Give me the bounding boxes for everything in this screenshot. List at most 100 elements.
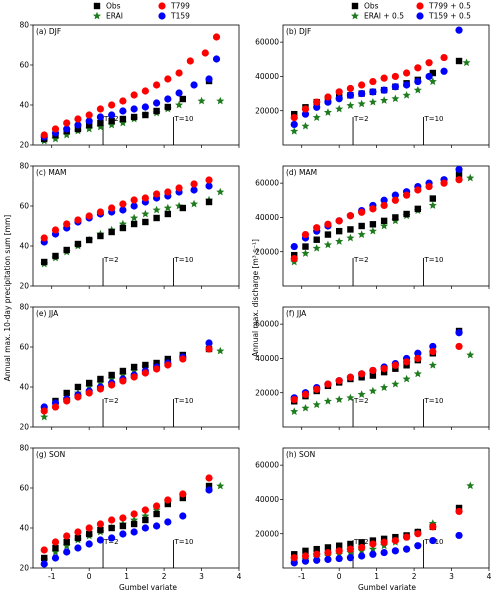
y-tick-label: 20	[19, 282, 29, 291]
data-point	[130, 220, 138, 228]
panel-c: (c) MAM 20 40 60 80 T=2 T=10	[19, 162, 240, 291]
series-t799-0-5	[290, 507, 463, 562]
data-point	[380, 383, 389, 391]
series-t159-0-5	[290, 26, 463, 129]
return-period-label: T=10	[423, 115, 443, 123]
data-point	[335, 542, 343, 549]
data-point	[455, 26, 463, 34]
data-point	[391, 536, 399, 545]
data-point	[186, 57, 194, 65]
data-point	[108, 111, 116, 119]
data-point	[62, 130, 71, 139]
data-point	[369, 221, 377, 228]
data-point	[179, 95, 187, 103]
data-point	[346, 393, 355, 402]
data-point	[97, 526, 104, 534]
panel-title: (h) SON	[286, 450, 315, 459]
data-point	[85, 379, 93, 387]
data-point	[179, 490, 187, 498]
data-point	[357, 390, 366, 398]
series-obs	[41, 482, 213, 562]
data-point	[380, 96, 389, 104]
panel-title: (g) SON	[36, 450, 65, 459]
data-point	[74, 240, 82, 248]
data-point	[391, 83, 399, 91]
return-period-label: T=2	[353, 256, 369, 264]
data-point	[324, 555, 332, 564]
data-point	[164, 95, 172, 103]
data-point	[119, 206, 127, 214]
data-point	[108, 534, 116, 542]
series-t799	[40, 345, 213, 415]
y-tick-label: 40000	[255, 354, 279, 363]
legend-item: T799	[158, 2, 190, 11]
data-point	[74, 383, 82, 391]
data-point	[380, 86, 388, 94]
data-point	[290, 254, 298, 263]
data-point	[313, 236, 320, 243]
return-period-label: T=10	[423, 256, 443, 264]
data-point	[313, 556, 321, 564]
data-point	[52, 252, 59, 260]
return-period-label: T=10	[423, 397, 443, 405]
data-point	[429, 69, 437, 77]
data-point	[403, 210, 410, 218]
data-point	[335, 95, 343, 103]
data-point	[205, 339, 213, 347]
data-point	[346, 545, 355, 553]
data-point	[358, 222, 365, 230]
data-point	[455, 329, 463, 337]
data-point	[347, 540, 354, 548]
legend-item: Obs	[351, 2, 379, 11]
legend-right: Obs T799 + 0.5 ERAI + 0.5 T159 + 0.5	[351, 2, 471, 21]
data-point	[201, 49, 209, 57]
data-point	[119, 200, 127, 208]
data-point	[346, 373, 355, 381]
data-point	[40, 234, 48, 242]
data-point	[290, 113, 298, 122]
panel-frame	[282, 447, 490, 569]
legend-marker	[158, 12, 166, 20]
data-point	[74, 528, 82, 536]
data-point	[163, 203, 172, 212]
data-point	[51, 547, 60, 556]
data-point	[324, 231, 332, 238]
data-point	[414, 205, 422, 213]
data-point	[301, 552, 310, 560]
data-point	[190, 180, 198, 188]
data-point	[119, 522, 127, 530]
data-point	[216, 187, 225, 196]
data-point	[425, 182, 433, 191]
data-point	[63, 246, 70, 254]
data-point	[368, 226, 377, 235]
data-point	[391, 361, 399, 369]
data-point	[290, 242, 298, 251]
legend-label: Obs	[106, 2, 121, 11]
data-point	[368, 97, 377, 106]
data-point	[466, 350, 475, 359]
x-axis-label-left: Gumbel variate	[119, 583, 177, 592]
data-point	[85, 212, 93, 220]
legend-marker	[93, 11, 101, 20]
series-t799-0-5	[290, 176, 463, 263]
x-tick-label: -1	[48, 572, 56, 581]
y-tick-label: 80	[19, 162, 29, 171]
data-point	[153, 190, 161, 198]
data-point	[414, 64, 422, 72]
y-tick-label: 20000	[255, 106, 279, 115]
data-point	[141, 209, 150, 218]
data-point	[96, 536, 105, 544]
data-point	[85, 124, 94, 133]
data-point	[205, 345, 213, 353]
series-t799	[40, 474, 213, 554]
data-point	[414, 349, 422, 357]
data-point	[346, 84, 355, 93]
data-point	[153, 522, 161, 530]
x-tick-label: 0	[87, 572, 92, 581]
legend-label: ERAI	[106, 12, 123, 21]
data-point	[141, 194, 149, 202]
data-point	[74, 534, 82, 542]
data-point	[429, 342, 437, 351]
y-tick-label: 60	[19, 484, 29, 493]
legend-item: ERAI + 0.5	[351, 12, 404, 21]
